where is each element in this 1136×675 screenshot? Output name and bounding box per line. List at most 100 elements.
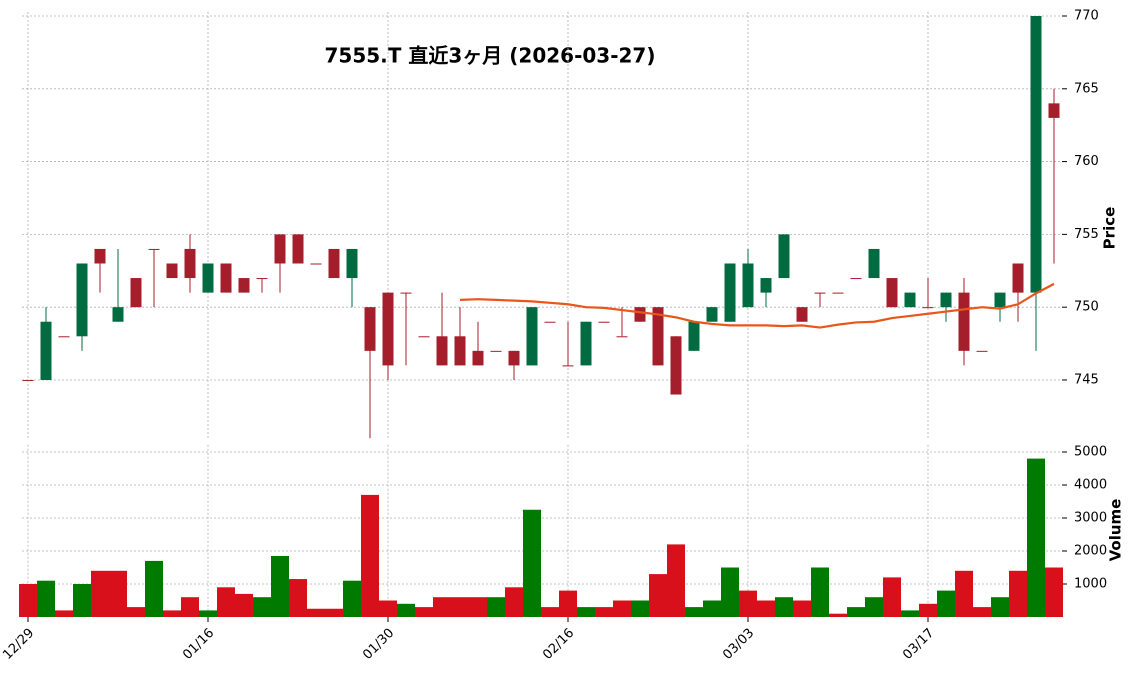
y-axis-label: Price — [1101, 207, 1119, 250]
y-tick-label: 4000 — [1074, 478, 1107, 493]
volume-bar — [577, 607, 595, 617]
candle-body — [868, 248, 880, 279]
candle-body — [1048, 103, 1060, 118]
y-tick-label: 745 — [1074, 372, 1099, 387]
volume-bar — [487, 597, 505, 617]
volume-bar — [541, 607, 559, 617]
candle-body — [328, 248, 340, 279]
volume-bar — [739, 590, 757, 617]
volume-bar — [559, 590, 577, 617]
volume-bar — [217, 587, 235, 617]
candle-body — [796, 307, 808, 322]
candle-body — [274, 234, 286, 264]
candle-body — [472, 350, 484, 366]
volume-bar — [73, 584, 91, 617]
volume-bar — [865, 597, 883, 617]
volume-bar — [343, 580, 361, 617]
candle-body — [166, 263, 178, 279]
candle-body — [382, 292, 394, 366]
x-tick-label: 12/29 — [0, 626, 37, 663]
candle-body — [958, 292, 970, 351]
volume-bar — [649, 574, 667, 617]
volume-bar — [613, 600, 631, 617]
volume-bar — [847, 607, 865, 617]
y-tick-label: 3000 — [1074, 511, 1107, 526]
candle-body — [706, 307, 718, 322]
candle-body — [634, 307, 646, 322]
volume-bar — [883, 577, 901, 617]
volume-bar — [289, 579, 307, 617]
volume-bar — [505, 587, 523, 617]
candle-body — [886, 278, 898, 308]
candle-body — [454, 336, 466, 366]
volume-bar — [523, 509, 541, 617]
candle-body — [94, 248, 106, 264]
volume-bar — [973, 607, 991, 617]
candle-body — [418, 336, 430, 338]
candle-body — [238, 278, 250, 293]
candle-body — [832, 292, 844, 294]
candle-body — [814, 292, 826, 294]
candle-body — [742, 263, 754, 308]
candle-body — [364, 307, 376, 351]
volume-bar — [811, 567, 829, 617]
candle-body — [580, 321, 592, 366]
y-tick-label: 760 — [1074, 154, 1099, 169]
candle-body — [40, 321, 52, 380]
volume-bar — [145, 560, 163, 617]
candle-body — [850, 278, 862, 280]
volume-bar — [379, 600, 397, 617]
volume-bar — [19, 584, 37, 617]
volume-bar — [1027, 458, 1045, 617]
candle-body — [670, 336, 682, 395]
volume-bar — [307, 608, 325, 617]
candle-body — [976, 350, 988, 352]
volume-bar — [469, 597, 487, 617]
volume-bar — [775, 597, 793, 617]
candle-body — [436, 336, 448, 366]
candle-body — [1012, 263, 1024, 293]
candle-body — [544, 321, 556, 323]
y-tick-label: 750 — [1074, 300, 1099, 315]
candle-body — [904, 292, 916, 308]
volume-bar — [631, 600, 649, 617]
candle-body — [1030, 16, 1042, 293]
volume-bar — [595, 607, 613, 617]
candle-body — [490, 350, 502, 352]
volume-bar — [937, 590, 955, 617]
volume-bar — [127, 607, 145, 617]
volume-bar — [685, 607, 703, 617]
volume-bar — [361, 494, 379, 617]
volume-axis-label: Volume — [1107, 499, 1125, 562]
volume-bar — [55, 610, 73, 617]
candle-body — [724, 263, 736, 322]
candle-body — [778, 234, 790, 279]
candle-body — [922, 307, 934, 309]
volume-bar — [325, 608, 343, 617]
volume-bar — [1009, 570, 1027, 617]
candle-body — [184, 248, 196, 279]
candle-body — [22, 379, 34, 381]
candle-body — [256, 278, 268, 280]
x-tick-label: 03/17 — [900, 626, 937, 663]
volume-bar — [721, 567, 739, 617]
volume-bar — [397, 603, 415, 617]
volume-bar — [199, 610, 217, 617]
volume-bar — [955, 570, 973, 617]
volume-bar — [667, 544, 685, 617]
volume-bar — [253, 597, 271, 617]
y-tick-label: 2000 — [1074, 544, 1107, 559]
y-tick-label: 755 — [1074, 227, 1099, 242]
y-tick-label: 5000 — [1074, 445, 1107, 460]
volume-bar — [433, 597, 451, 617]
volume-bar — [1045, 567, 1063, 617]
volume-bar — [91, 570, 109, 617]
volume-bar — [109, 570, 127, 617]
x-tick-label: 01/30 — [360, 626, 397, 663]
volume-bar — [919, 603, 937, 617]
candle-body — [148, 248, 160, 250]
candle-body — [400, 292, 412, 294]
candle-body — [130, 278, 142, 308]
candle-body — [346, 248, 358, 279]
